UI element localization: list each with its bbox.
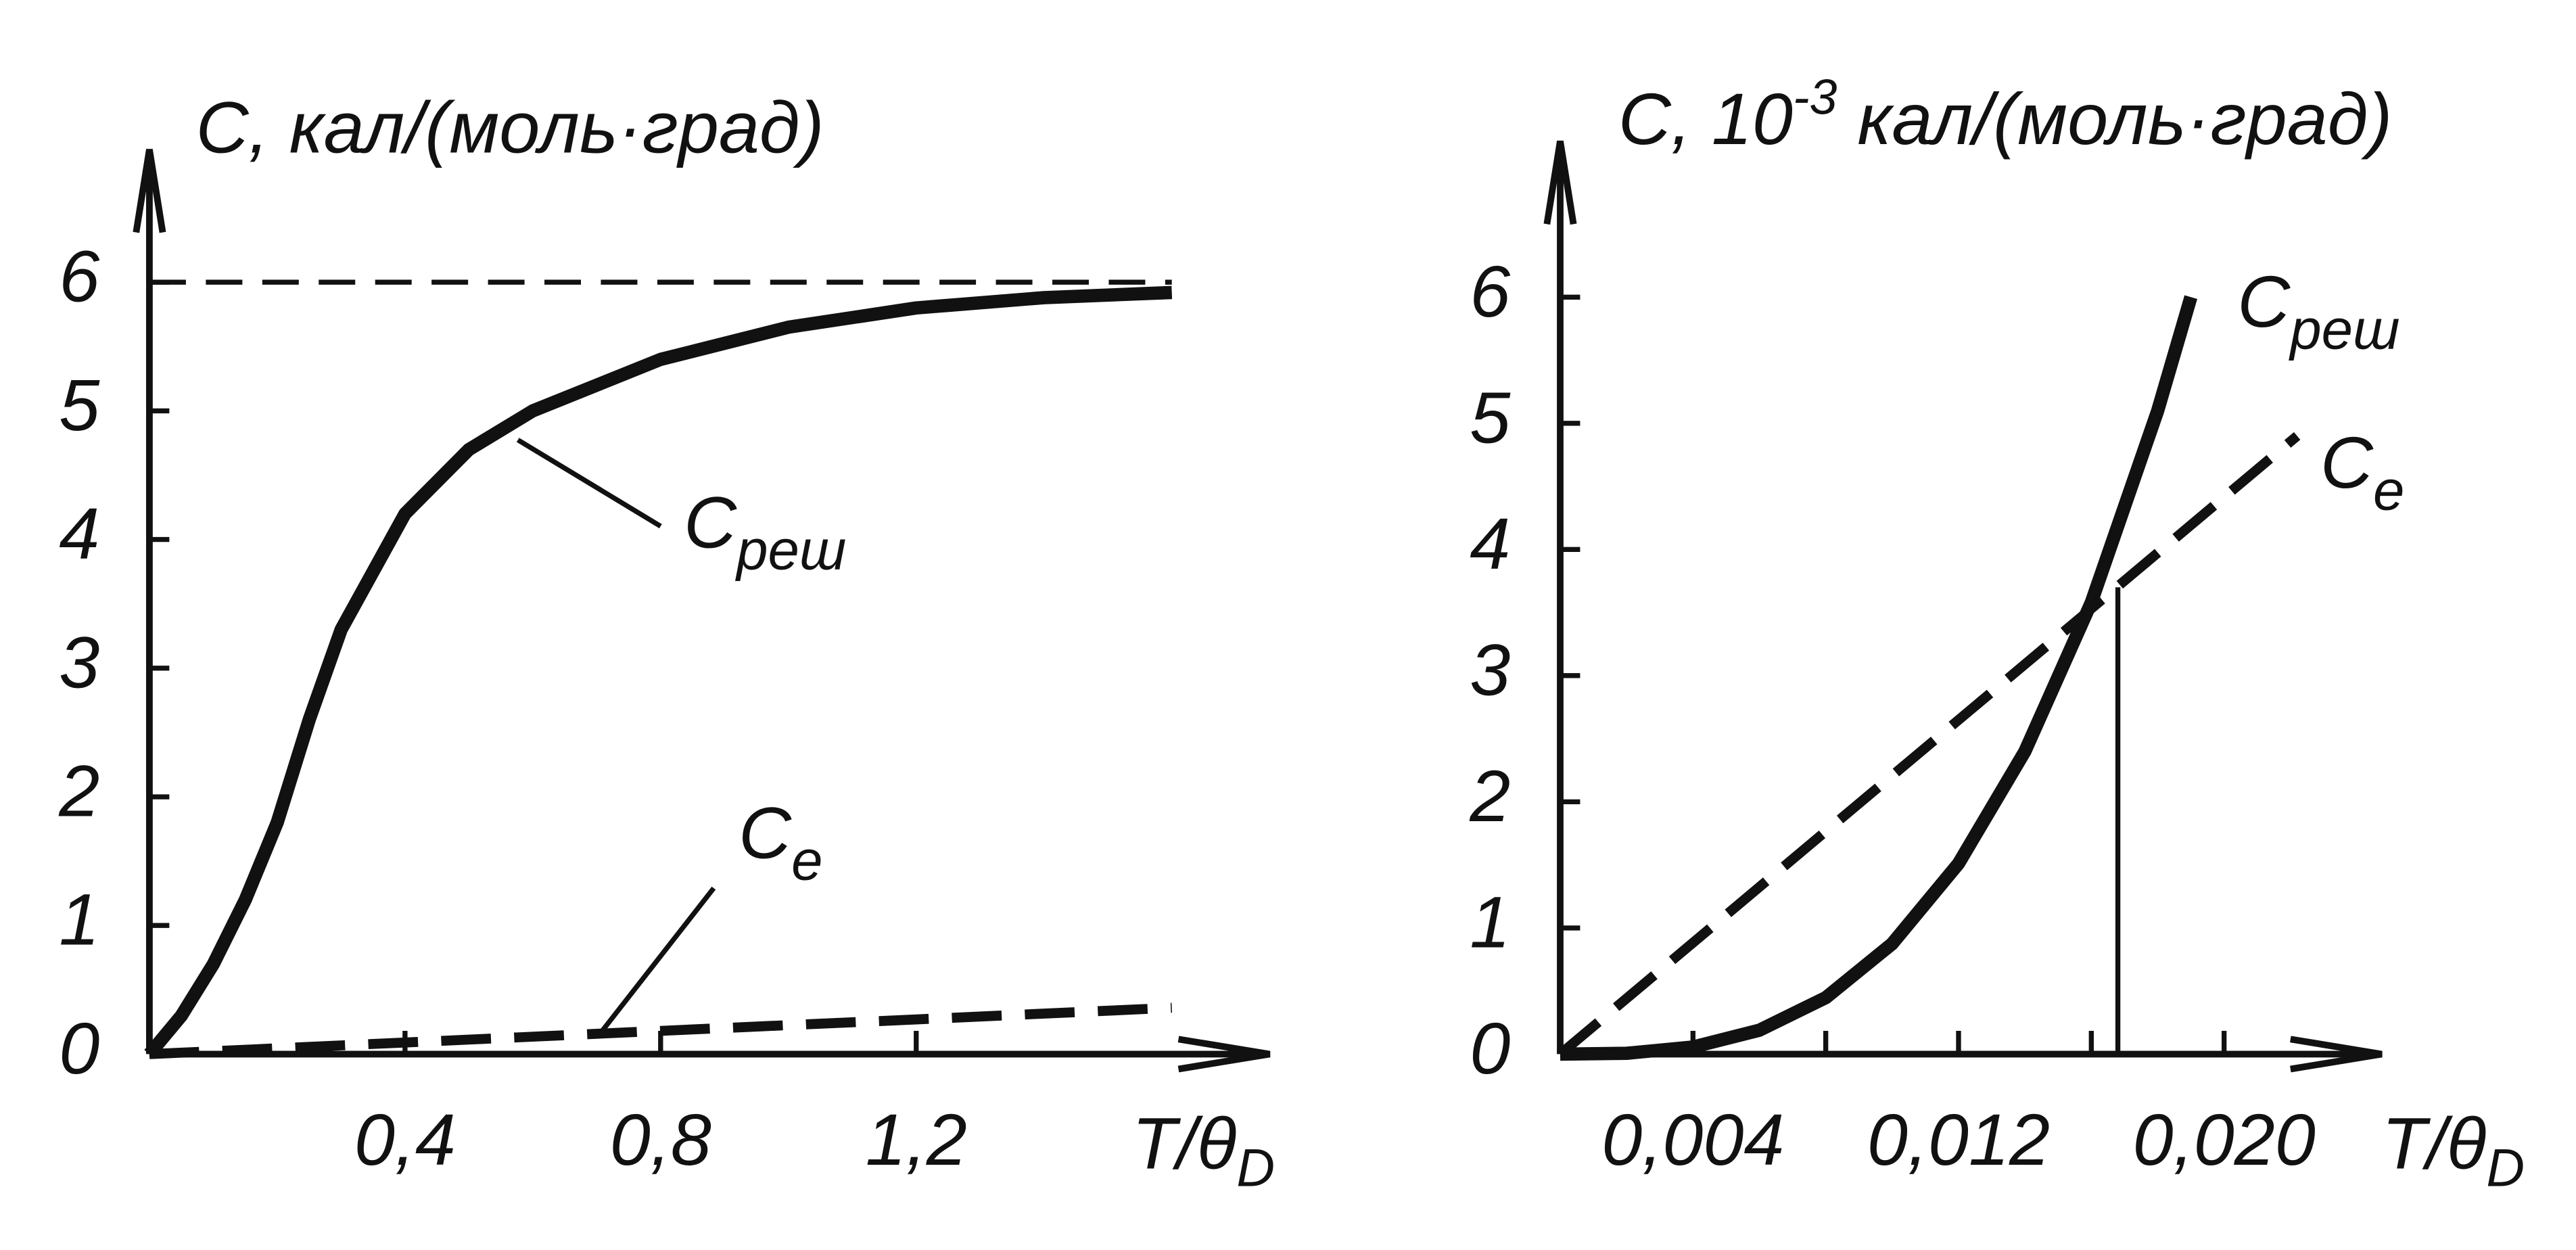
x-axis-label: T/θD (1132, 1102, 1275, 1198)
x-arrow (2290, 1036, 2383, 1073)
y-tick-label: 2 (58, 750, 99, 832)
data-line (149, 1002, 1173, 1059)
y-tick-label: 0 (1470, 1007, 1510, 1089)
y-tick-label: 4 (1470, 503, 1510, 584)
series-label-sub: реш (2288, 297, 2399, 361)
x-tick-label: 0,004 (1601, 1098, 1784, 1180)
x-axis-label-main: T/θ (2382, 1102, 2487, 1184)
leader-line (599, 886, 716, 1034)
y-axis-label-part: C, 10 (1618, 78, 1793, 160)
chart: C, 10-3 кал/(моль·град) T/θD 0 1 2 3 4 5 6 0,004 0… (1469, 69, 2525, 1197)
y-axis-label: C, 10-3 кал/(моль·град) (1618, 69, 2392, 159)
y-arrow (133, 149, 166, 233)
series-label-sub: реш (734, 518, 846, 582)
y-tick-label: 5 (1470, 376, 1511, 458)
x-tick-label: 1,2 (866, 1098, 967, 1180)
y-axis-label: C, кал/(моль·град) (196, 86, 824, 168)
x-axis-label-sub: D (2486, 1138, 2525, 1197)
series-label-main: C (739, 791, 792, 873)
x-tick-label: 0,8 (610, 1098, 711, 1180)
y-arrow (1543, 140, 1577, 225)
y-axis-label-part: -3 (1793, 69, 1837, 125)
x-tick-label: 0,4 (354, 1098, 456, 1180)
x-tick-label: 0,020 (2133, 1098, 2316, 1180)
x-axis-label-main: T/θ (1132, 1102, 1237, 1184)
series-label: Ce (2320, 421, 2404, 522)
y-axis-label-part: кал/(моль·град) (1837, 78, 2392, 160)
y-tick-label: 2 (1469, 755, 1510, 837)
y-axis-label-part: C, кал/(моль·град) (196, 86, 824, 168)
series-label-sub: e (791, 829, 822, 892)
x-arrow (1177, 1036, 1271, 1073)
y-tick-label: 3 (1470, 628, 1510, 710)
series-label: Ce (739, 791, 822, 892)
y-tick-label: 3 (59, 621, 99, 703)
series-label-main: C (2320, 421, 2374, 503)
series-label-main: C (2237, 260, 2291, 342)
y-tick-label: 6 (59, 235, 100, 317)
series-label: Cреш (684, 481, 846, 582)
series-label-main: C (684, 481, 737, 563)
data-line (1560, 295, 2197, 1061)
y-tick-label: 5 (59, 364, 100, 446)
series-label: Cреш (2237, 260, 2399, 361)
chart: C, кал/(моль·град) T/θD 0 1 2 3 4 5 6 0,4 0,8 1,2 Cр… (58, 86, 1275, 1198)
y-tick-label: 1 (1470, 881, 1510, 963)
x-axis-label-sub: D (1236, 1138, 1275, 1197)
leader-line (516, 438, 662, 529)
x-tick-label: 0,012 (1867, 1098, 2050, 1180)
data-line (1557, 432, 2301, 1059)
series-label-sub: e (2373, 458, 2404, 522)
y-tick-label: 1 (59, 879, 99, 960)
x-axis-label: T/θD (2382, 1102, 2525, 1198)
y-tick-label: 4 (59, 492, 99, 574)
data-line (144, 285, 1173, 1059)
y-tick-label: 6 (1470, 250, 1511, 332)
y-tick-label: 0 (59, 1007, 99, 1089)
